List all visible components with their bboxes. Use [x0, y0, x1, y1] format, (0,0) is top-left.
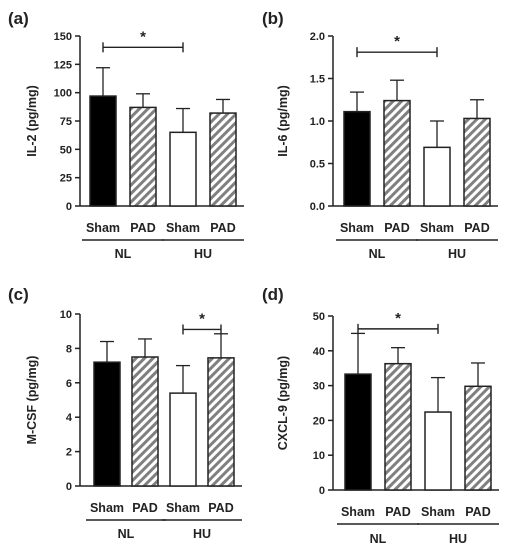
y-tick-label: 4 [66, 412, 73, 424]
x-category-label: PAD [385, 505, 410, 519]
group-label: NL [115, 247, 132, 261]
panel-c: (c) M-CSF (pg/mg) 0 2 4 6 8 10 Sham PAD Sham PAD NL H… [8, 285, 242, 541]
panel-label: (a) [8, 9, 29, 28]
y-axis-label: CXCL-9 (pg/mg) [276, 356, 290, 450]
bar-pad [383, 99, 411, 207]
group-label: HU [449, 532, 467, 546]
group-label: NL [369, 247, 386, 261]
y-tick-label: 25 [60, 173, 72, 185]
group-label: HU [194, 247, 212, 261]
bar-sham [424, 411, 452, 491]
bar-sham [344, 373, 372, 491]
y-tick-label: 0.0 [310, 201, 325, 213]
x-category-label: Sham [166, 501, 200, 515]
y-tick-label: 50 [313, 311, 325, 323]
panel-a: (a) IL-2 (pg/mg) 0 25 50 75 100 125 150 Sham PAD Sh… [8, 9, 244, 261]
y-tick-label: 100 [54, 88, 72, 100]
panel-label: (c) [8, 285, 29, 304]
x-category-label: Sham [166, 221, 200, 235]
panel-label: (b) [262, 9, 284, 28]
y-tick-label: 1.0 [310, 116, 325, 128]
bar-sham [169, 131, 197, 207]
y-tick-label: 0 [66, 481, 72, 493]
x-category-label: PAD [208, 501, 233, 515]
y-tick-label: 0 [319, 485, 325, 497]
bar-pad [207, 357, 235, 487]
x-category-label: Sham [420, 221, 454, 235]
bar-sham [343, 110, 371, 207]
group-label: HU [448, 247, 466, 261]
y-tick-label: 8 [66, 343, 72, 355]
bar-pad [463, 117, 491, 207]
x-category-label: Sham [421, 505, 455, 519]
y-tick-label: 0.5 [310, 159, 325, 171]
x-category-label: PAD [132, 501, 157, 515]
y-tick-label: 75 [60, 116, 72, 128]
y-tick-label: 10 [313, 450, 325, 462]
y-tick-label: 0 [66, 201, 72, 213]
bar-pad [464, 385, 492, 491]
bar-sham [93, 361, 121, 487]
significance-star: * [395, 310, 401, 327]
group-label: NL [370, 532, 387, 546]
significance-star: * [140, 28, 146, 45]
bar-pad [384, 362, 412, 491]
significance-star: * [199, 310, 205, 327]
y-tick-label: 40 [313, 346, 325, 358]
x-category-label: Sham [341, 505, 375, 519]
y-axis-label: IL-2 (pg/mg) [25, 85, 39, 157]
bar-sham [89, 95, 117, 207]
y-tick-label: 1.5 [310, 74, 325, 86]
x-category-label: PAD [130, 221, 155, 235]
x-category-label: PAD [464, 221, 489, 235]
y-tick-label: 150 [54, 31, 72, 43]
bar-pad [131, 356, 159, 487]
x-category-label: PAD [465, 505, 490, 519]
y-axis-label: IL-6 (pg/mg) [276, 85, 290, 157]
panel-label: (d) [262, 285, 284, 304]
y-tick-label: 50 [60, 144, 72, 156]
bar-sham [423, 146, 451, 207]
y-tick-label: 2 [66, 447, 72, 459]
bar-sham [169, 392, 197, 487]
x-category-label: PAD [384, 221, 409, 235]
y-tick-label: 2.0 [310, 31, 325, 43]
x-category-label: Sham [86, 221, 120, 235]
panel-b: (b) IL-6 (pg/mg) 0.0 0.5 1.0 1.5 2.0 Sham PAD Sha… [262, 9, 498, 261]
group-label: NL [118, 527, 135, 541]
x-category-label: Sham [340, 221, 374, 235]
significance-star: * [394, 33, 400, 50]
bar-pad [209, 112, 237, 207]
y-tick-label: 6 [66, 378, 72, 390]
y-tick-label: 10 [60, 309, 72, 321]
bar-pad [129, 106, 157, 207]
y-tick-label: 30 [313, 381, 325, 393]
panel-d: (d) CXCL-9 (pg/mg) 0 10 20 30 40 50 Sham PAD Sham P… [262, 285, 499, 546]
x-category-label: Sham [90, 501, 124, 515]
group-label: HU [193, 527, 211, 541]
y-tick-label: 125 [54, 59, 72, 71]
y-axis-label: M-CSF (pg/mg) [25, 356, 39, 445]
y-tick-label: 20 [313, 415, 325, 427]
x-category-label: PAD [210, 221, 235, 235]
